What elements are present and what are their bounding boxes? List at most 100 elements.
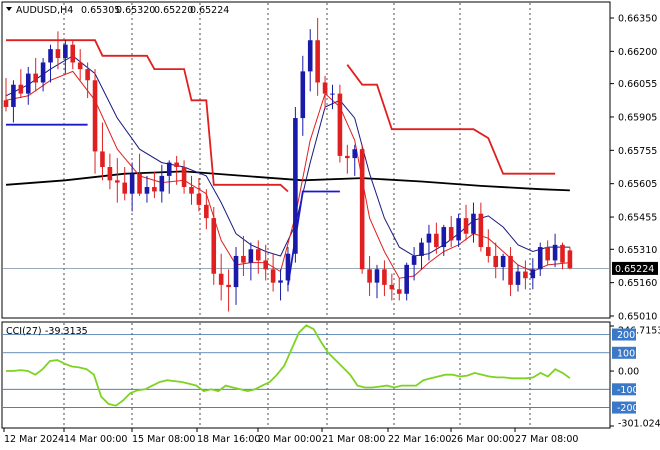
cci-tick-label: -301.0249 [618, 419, 660, 430]
candle-body [560, 244, 565, 263]
cci-tick-label: 246.7153 [618, 326, 660, 337]
cci-tick-label: 200 [617, 330, 635, 341]
candle-body [411, 255, 417, 265]
price-tick-label: 0.65605 [618, 179, 657, 190]
time-tick-label: 26 Mar 00:00 [451, 434, 514, 445]
time-tick-label: 27 Mar 08:00 [515, 434, 578, 445]
stop-line-blue [287, 190, 340, 286]
candle-body [367, 269, 372, 283]
cci-level-lines [3, 334, 610, 408]
candle-body [552, 244, 558, 261]
time-tick-label: 14 Mar 00:00 [64, 434, 127, 445]
candle-body [115, 180, 120, 183]
candle-body [107, 167, 113, 181]
candle-body [159, 175, 165, 192]
time-axis[interactable]: 12 Mar 2024 14 Mar 00:00 15 Mar 08:00 18 Ma… [3, 428, 578, 445]
candle-body [226, 284, 231, 288]
candle-body [181, 167, 187, 188]
candle-body [478, 213, 484, 248]
time-tick-label: 21 Mar 08:00 [322, 434, 385, 445]
price-tick-label: 0.66200 [618, 47, 657, 58]
price-tick-label: 0.65010 [618, 312, 657, 323]
candle-body [486, 247, 491, 256]
candle-body [500, 255, 506, 268]
price-axis[interactable]: 0.66350 0.66200 0.66055 0.65905 0.65755 0.656… [610, 14, 657, 323]
cci-tick-label: -100 [617, 385, 639, 396]
candle-body [33, 73, 38, 83]
close-value: 0.65224 [190, 5, 229, 16]
high-value: 0.65320 [116, 5, 155, 16]
candle-body [122, 182, 128, 194]
candle-body [493, 255, 499, 268]
candles-layer [3, 18, 573, 312]
cci-header: CCI(27) -39.3135 [6, 326, 88, 337]
candle-body [441, 227, 447, 248]
stop-line-red [346, 64, 556, 175]
price-tick-label: 0.65455 [618, 213, 657, 224]
cci-level-badge [612, 401, 636, 414]
time-tick-label: 20 Mar 00:00 [258, 434, 321, 445]
candle-body [545, 247, 550, 261]
candle-body [137, 173, 142, 194]
current-price-value: 0.65224 [615, 264, 654, 275]
candle-body [293, 118, 298, 254]
price-tick-label: 0.65755 [618, 146, 657, 157]
candle-body [508, 255, 513, 285]
candle-body [278, 280, 283, 283]
dropdown-triangle-icon[interactable] [6, 7, 12, 11]
candle-body [92, 80, 98, 152]
candle-body [352, 149, 358, 159]
candle-body [144, 187, 150, 194]
time-tick-label: 22 Mar 16:00 [388, 434, 451, 445]
candle-body [204, 204, 209, 219]
cci-line-layer [6, 324, 571, 407]
candle-body [55, 49, 61, 59]
candle-body [434, 233, 439, 248]
candle-body [189, 187, 194, 194]
cci-level-badge [612, 383, 636, 396]
chart-header: AUDUSD,H4 0.65305 0.65320 0.65220 0.6522… [6, 5, 229, 16]
candle-body [11, 84, 16, 107]
candle-body [567, 250, 573, 269]
candle-body [263, 260, 268, 270]
price-tick-label: 0.65310 [618, 245, 657, 256]
candle-body [359, 149, 365, 270]
candle-body [129, 173, 135, 194]
candle-body [255, 249, 261, 261]
candle-body [307, 40, 313, 72]
candle-body [85, 69, 90, 81]
candle-body [382, 269, 387, 285]
candle-body [337, 93, 343, 156]
candle-body [404, 264, 409, 294]
current-price-badge: 0.65224 [612, 261, 658, 275]
low-value: 0.65220 [154, 5, 193, 16]
candle-body [426, 233, 432, 243]
candle-body [100, 151, 105, 167]
candle-body [471, 213, 476, 234]
candle-body [330, 93, 335, 95]
candle-body [396, 289, 402, 294]
candle-body [218, 273, 224, 285]
candle-body [285, 253, 291, 281]
stop-line-red [6, 39, 289, 193]
candle-body [166, 162, 172, 176]
candle-body [152, 187, 157, 192]
price-tick-label: 0.65905 [618, 112, 657, 123]
candle-body [345, 155, 350, 159]
candle-body [463, 218, 469, 234]
candle-body [3, 100, 9, 107]
cci-name: CCI(27) [6, 326, 42, 337]
candle-body [530, 269, 536, 279]
time-tick-label: 12 Mar 2024 [4, 434, 64, 445]
candle-body [523, 271, 528, 279]
candle-body [40, 62, 46, 83]
candle-body [456, 218, 461, 241]
cci-pane[interactable] [1, 321, 611, 429]
time-tick-label: 18 Mar 16:00 [197, 434, 260, 445]
candle-body [196, 193, 202, 205]
candle-body [70, 44, 76, 63]
candle-body [18, 84, 24, 94]
symbol-label: AUDUSD,H4 [16, 5, 73, 16]
